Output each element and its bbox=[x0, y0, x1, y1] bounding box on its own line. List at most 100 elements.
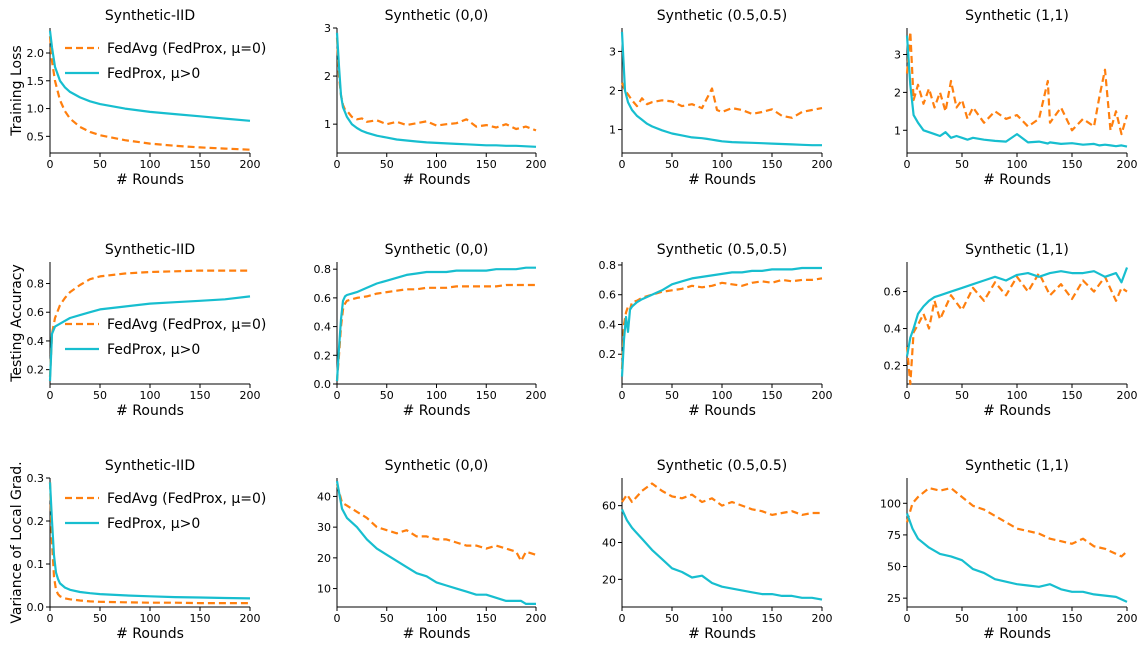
panel-3-1-ylabel: Variance of Local Grad. bbox=[9, 461, 25, 623]
panel-3-1-ytick-label: 0.0 bbox=[27, 601, 45, 614]
panel-2-2-xtick-label: 150 bbox=[476, 389, 497, 402]
panel-1-4-xtick-label: 200 bbox=[1117, 158, 1138, 171]
panel-2-3-ytick-label: 0.2 bbox=[599, 348, 617, 361]
panel-3-4-xtick-label: 200 bbox=[1117, 612, 1138, 625]
panel-2-3-ytick-label: 0.8 bbox=[599, 259, 617, 272]
panel-3-3-ytick-label: 60 bbox=[602, 500, 616, 513]
panel-3-3-xtick-label: 200 bbox=[812, 612, 833, 625]
panel-3-4-series-fedprox-line bbox=[905, 513, 1128, 603]
panel-1-3-ytick-label: 1 bbox=[609, 124, 616, 137]
panel-1-3-xtick-label: 0 bbox=[619, 158, 626, 171]
panel-2-1-ylabel: Testing Accuracy bbox=[9, 264, 25, 383]
panel-3-1-xtick-label: 150 bbox=[190, 612, 211, 625]
panel-3-2-xtick-label: 0 bbox=[334, 612, 341, 625]
panel-1-1-legend-fedavg-label: FedAvg (FedProx, μ=0) bbox=[107, 41, 266, 57]
panel-3-2-xtick-label: 100 bbox=[426, 612, 447, 625]
panel-1-4-xtick-label: 150 bbox=[1062, 158, 1083, 171]
panel-1-3-series-fedprox-line bbox=[620, 31, 822, 147]
panel-2-2-ytick-label: 0.0 bbox=[314, 378, 332, 391]
panel-2-2-xtick-label: 50 bbox=[380, 389, 394, 402]
panel-2-2-xtick-label: 0 bbox=[334, 389, 341, 402]
panel-2-2-xtick-label: 200 bbox=[526, 389, 547, 402]
panel-1-4-ytick-label: 1 bbox=[894, 124, 901, 137]
panel-2-1-xtick-label: 200 bbox=[240, 389, 261, 402]
panel-2-1-legend-fedavg-label: FedAvg (FedProx, μ=0) bbox=[107, 317, 266, 333]
panel-1-4-ytick-label: 2 bbox=[894, 86, 901, 99]
panel-1-3-ytick-label: 3 bbox=[609, 45, 616, 58]
panel-3-1-legend-fedprox-label: FedProx, μ>0 bbox=[107, 516, 200, 532]
panel-1-2-ytick-label: 2 bbox=[324, 70, 331, 83]
panel-1-1-ytick-label: 1.0 bbox=[27, 103, 45, 116]
panel-1-1-xtick-label: 150 bbox=[190, 158, 211, 171]
panel-3-3-series-fedavg-line bbox=[621, 482, 822, 517]
panel-3-2-xtick-label: 200 bbox=[526, 612, 547, 625]
panel-1-1-ytick-label: 0.5 bbox=[27, 130, 45, 143]
panel-2-4-xtick-label: 150 bbox=[1062, 389, 1083, 402]
panel-2-2-title: Synthetic (0,0) bbox=[385, 242, 489, 258]
panel-2-4-ytick-label: 0.6 bbox=[884, 286, 902, 299]
panel-3-1-xlabel: # Rounds bbox=[116, 626, 184, 642]
panel-3-3-title: Synthetic (0.5,0.5) bbox=[657, 458, 787, 474]
panel-2-3-title: Synthetic (0.5,0.5) bbox=[657, 242, 787, 258]
panel-2-4-xlabel: # Rounds bbox=[983, 403, 1051, 419]
panel-1-2-xtick-label: 0 bbox=[334, 158, 341, 171]
panel-1-1-ytick-label: 1.5 bbox=[27, 75, 45, 88]
panel-3-4-ytick-label: 25 bbox=[887, 592, 901, 605]
panel-3-1-legend-fedavg-label: FedAvg (FedProx, μ=0) bbox=[107, 491, 266, 507]
panel-1-3-ytick-label: 2 bbox=[609, 85, 616, 98]
panel-3-4-title: Synthetic (1,1) bbox=[965, 458, 1069, 474]
panel-1-1-title: Synthetic-IID bbox=[105, 8, 195, 24]
panel-2-3-ytick-label: 0.6 bbox=[599, 289, 617, 302]
panel-1-4-xtick-label: 100 bbox=[1007, 158, 1028, 171]
panel-3-4-xtick-label: 0 bbox=[904, 612, 911, 625]
panel-1-1-ylabel: Training Loss bbox=[9, 45, 25, 136]
panel-3-4-ytick-label: 75 bbox=[887, 529, 901, 542]
panel-2-4-xtick-label: 50 bbox=[955, 389, 969, 402]
panel-2-3-series-fedavg-line bbox=[620, 277, 823, 370]
panel-1-2-xtick-label: 150 bbox=[476, 158, 497, 171]
panel-1-4-series-fedavg-line bbox=[905, 30, 1129, 136]
panel-3-1-ytick-label: 0.3 bbox=[27, 472, 45, 485]
panel-2-3-xtick-label: 50 bbox=[665, 389, 679, 402]
panel-1-2-ytick-label: 1 bbox=[324, 118, 331, 131]
panel-3-1-series-fedprox-line bbox=[48, 482, 251, 600]
panel-3-2-xlabel: # Rounds bbox=[403, 626, 471, 642]
panel-1-4-ytick-label: 3 bbox=[894, 49, 901, 62]
panel-3-1-title: Synthetic-IID bbox=[105, 458, 195, 474]
panel-1-4-series-fedprox-line bbox=[905, 35, 1128, 148]
panel-2-1-series-fedprox-line bbox=[48, 295, 251, 382]
panel-1-2-xtick-label: 200 bbox=[526, 158, 547, 171]
panel-1-1-xtick-label: 200 bbox=[240, 158, 261, 171]
panel-1-3-xtick-label: 150 bbox=[762, 158, 783, 171]
panel-3-3-xtick-label: 150 bbox=[762, 612, 783, 625]
panel-3-3-ytick-label: 40 bbox=[602, 537, 616, 550]
panel-2-2-series-fedprox-line bbox=[335, 266, 536, 382]
panel-3-2-title: Synthetic (0,0) bbox=[385, 458, 489, 474]
panel-2-1-ytick-label: 0.4 bbox=[27, 335, 45, 348]
panel-1-3-xtick-label: 100 bbox=[712, 158, 733, 171]
panel-2-1-xlabel: # Rounds bbox=[116, 403, 184, 419]
panel-3-3-ytick-label: 20 bbox=[602, 573, 616, 586]
panel-1-3-xlabel: # Rounds bbox=[688, 172, 756, 188]
panel-2-2-xtick-label: 100 bbox=[426, 389, 447, 402]
panel-2-1-xtick-label: 50 bbox=[93, 389, 107, 402]
panel-1-2-xtick-label: 50 bbox=[380, 158, 394, 171]
panel-2-1-xtick-label: 150 bbox=[190, 389, 211, 402]
panel-2-1-xtick-label: 100 bbox=[140, 389, 161, 402]
panel-1-1-legend-fedprox-label: FedProx, μ>0 bbox=[107, 66, 200, 82]
panel-3-4-xtick-label: 100 bbox=[1007, 612, 1028, 625]
panel-3-2-ytick-label: 30 bbox=[317, 521, 331, 534]
panel-3-4-xtick-label: 150 bbox=[1062, 612, 1083, 625]
panel-1-2-title: Synthetic (0,0) bbox=[385, 8, 489, 24]
panel-1-3-series-fedavg-line bbox=[620, 82, 823, 119]
panel-3-1-xtick-label: 200 bbox=[240, 612, 261, 625]
panel-3-2-xtick-label: 150 bbox=[476, 612, 497, 625]
panel-1-1-xtick-label: 0 bbox=[47, 158, 54, 171]
panel-1-3-xtick-label: 200 bbox=[812, 158, 833, 171]
panel-3-4-ytick-label: 100 bbox=[880, 497, 901, 510]
panel-1-2-series-fedavg-line bbox=[335, 37, 537, 132]
panel-2-1-ytick-label: 0.8 bbox=[27, 278, 45, 291]
panel-3-4-xtick-label: 50 bbox=[955, 612, 969, 625]
panel-1-4-xtick-label: 50 bbox=[955, 158, 969, 171]
